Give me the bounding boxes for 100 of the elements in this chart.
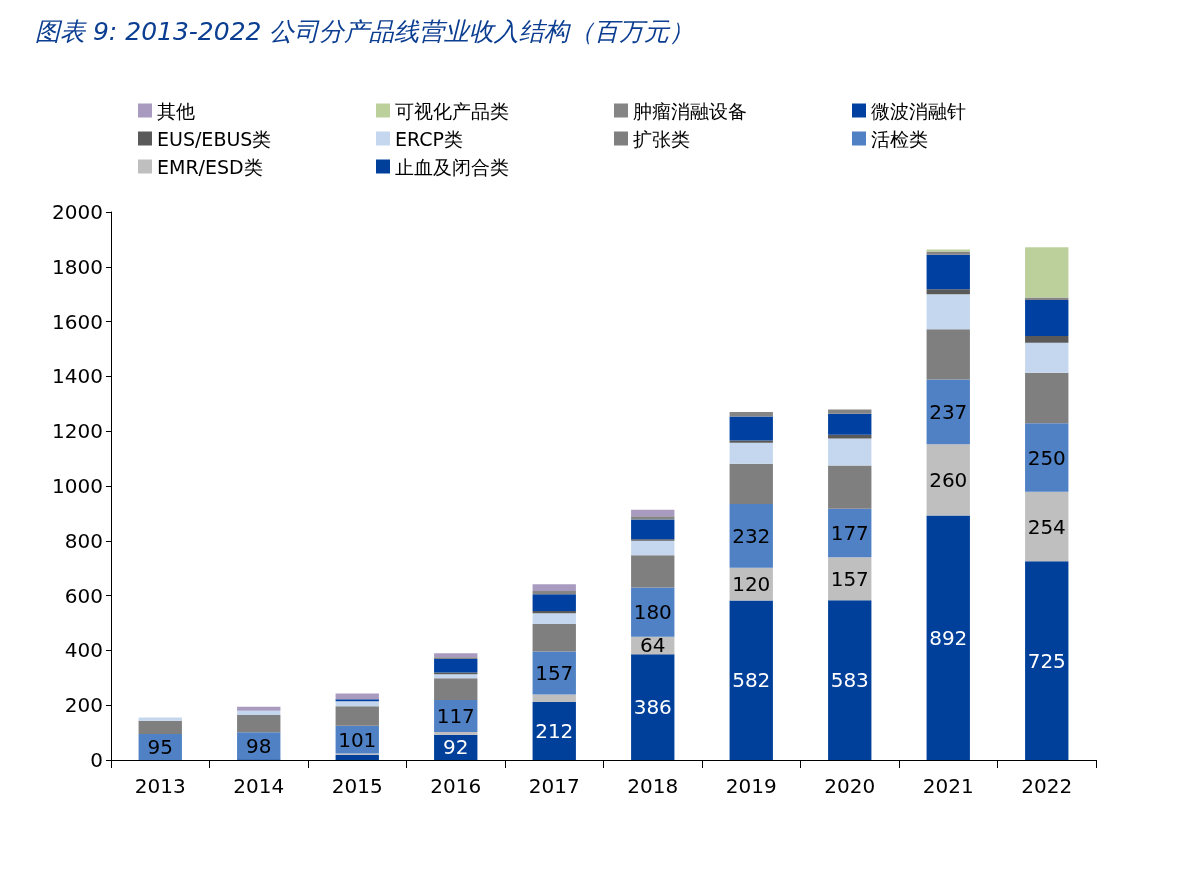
y-tick-label: 1200 xyxy=(52,419,103,444)
x-tick-label: 2019 xyxy=(725,774,777,798)
bar xyxy=(532,651,576,695)
chart-title: 图表 9: 2013-2022 公司分产品线营业收入结构（百万元） xyxy=(35,17,695,46)
bar xyxy=(828,465,872,509)
data-label: 180 xyxy=(633,600,672,625)
x-tick-label: 2020 xyxy=(824,774,876,798)
bar xyxy=(828,600,872,760)
bar xyxy=(926,379,970,445)
bar xyxy=(335,706,379,726)
x-tick-label: 2018 xyxy=(627,774,679,798)
bar xyxy=(532,610,576,614)
x-tick-label: 2014 xyxy=(233,774,285,798)
data-label: 212 xyxy=(535,718,574,743)
bar xyxy=(1025,336,1069,343)
data-label: 177 xyxy=(830,520,869,545)
data-label: 583 xyxy=(830,668,869,693)
bar xyxy=(532,613,576,625)
y-tick-label: 1000 xyxy=(52,474,103,498)
bar xyxy=(631,654,675,760)
bar xyxy=(729,416,773,441)
bar xyxy=(926,254,970,290)
legend-label: 活检类 xyxy=(871,127,928,150)
bar xyxy=(532,701,576,760)
bar xyxy=(237,710,281,716)
bar xyxy=(1025,491,1069,562)
bar xyxy=(532,694,576,702)
bar xyxy=(631,555,675,588)
x-tick-label: 2016 xyxy=(430,774,482,798)
bar xyxy=(1025,342,1069,373)
bar xyxy=(828,438,872,466)
legend-label: 止血及闭合类 xyxy=(395,155,509,178)
bar xyxy=(335,701,379,707)
bar xyxy=(532,584,576,591)
bar xyxy=(729,412,773,417)
data-label: 250 xyxy=(1027,445,1066,470)
bar xyxy=(828,434,872,439)
bar xyxy=(434,678,478,700)
legend-label: ERCP类 xyxy=(395,127,463,150)
data-label: 386 xyxy=(633,695,672,720)
data-label: 117 xyxy=(436,704,475,729)
bar xyxy=(926,515,970,760)
data-label: 582 xyxy=(732,668,771,693)
y-tick-label: 1600 xyxy=(52,309,103,334)
x-tick-label: 2017 xyxy=(528,774,580,798)
x-tick-label: 2015 xyxy=(331,774,383,798)
y-tick-label: 400 xyxy=(64,638,103,663)
x-tick-label: 2013 xyxy=(134,774,186,798)
bar xyxy=(1025,423,1069,492)
data-label: 98 xyxy=(246,733,272,758)
y-tick-label: 1400 xyxy=(52,364,103,389)
data-label: 157 xyxy=(830,566,869,591)
bar xyxy=(434,653,478,658)
y-tick-label: 600 xyxy=(64,583,103,608)
data-label: 120 xyxy=(732,572,771,597)
bar xyxy=(729,504,773,568)
data-label: 237 xyxy=(929,399,968,424)
bar xyxy=(1025,247,1069,298)
bar xyxy=(138,720,182,734)
legend-label: 扩张类 xyxy=(633,127,690,150)
bar xyxy=(335,755,379,760)
y-tick-label: 0 xyxy=(90,748,103,772)
bar xyxy=(631,516,675,520)
legend-label: 可视化产品类 xyxy=(395,99,509,122)
bar xyxy=(828,409,872,414)
bar xyxy=(434,732,478,735)
bar xyxy=(926,289,970,295)
data-label: 157 xyxy=(535,661,574,686)
bar xyxy=(1025,561,1069,760)
data-label: 64 xyxy=(640,633,666,658)
bar xyxy=(434,674,478,679)
bar xyxy=(532,624,576,652)
bar xyxy=(926,329,970,380)
legend-label: 微波消融针 xyxy=(871,99,966,122)
bar xyxy=(138,717,182,721)
bar xyxy=(926,444,970,516)
bar xyxy=(828,413,872,435)
bar xyxy=(1025,297,1069,300)
bar xyxy=(729,440,773,443)
bar xyxy=(532,590,576,595)
legend-label: 肿瘤消融设备 xyxy=(633,99,747,122)
legend-label: EUS/EBUS类 xyxy=(157,127,272,150)
y-tick-label: 200 xyxy=(64,693,103,718)
data-label: 260 xyxy=(929,467,968,492)
bar xyxy=(237,706,281,711)
bar xyxy=(926,294,970,330)
x-tick-label: 2021 xyxy=(922,774,974,798)
data-label: 254 xyxy=(1027,514,1066,539)
bar xyxy=(729,600,773,760)
bar xyxy=(335,699,379,702)
bar xyxy=(532,594,576,611)
bar xyxy=(631,540,675,556)
data-label: 101 xyxy=(338,727,377,752)
legend-label: EMR/ESD类 xyxy=(157,155,263,178)
bar xyxy=(237,715,281,733)
bar xyxy=(1025,299,1069,337)
y-tick-label: 2000 xyxy=(52,200,103,224)
y-tick-label: 1800 xyxy=(52,254,103,279)
bar xyxy=(434,658,478,673)
bar xyxy=(631,519,675,540)
